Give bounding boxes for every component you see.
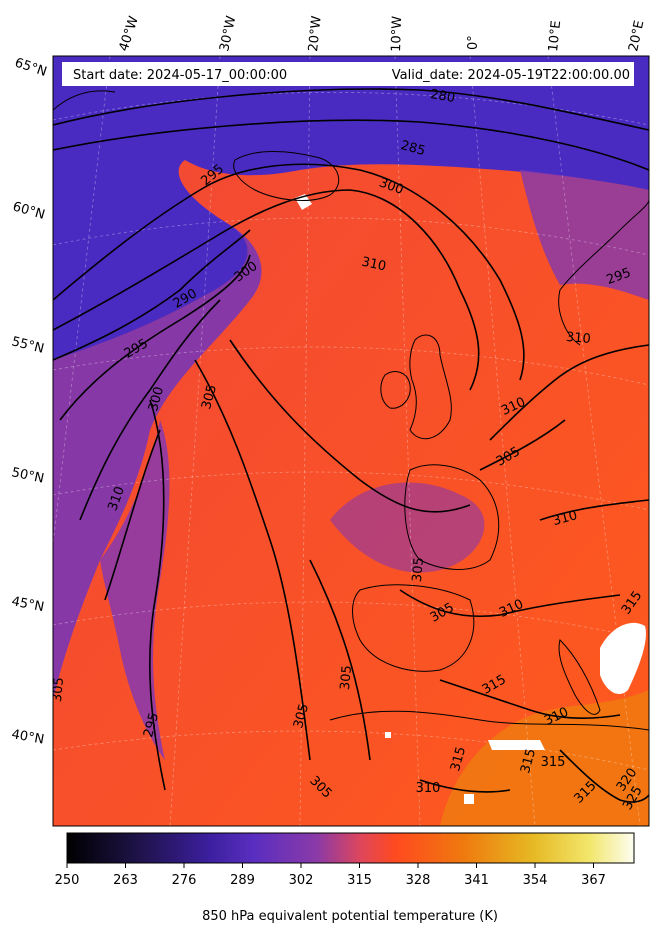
coast-iberia bbox=[352, 584, 475, 672]
contour-label: 285 bbox=[399, 138, 427, 159]
cool-region-northeast bbox=[520, 170, 649, 300]
colorbar-tick-label: 328 bbox=[406, 873, 431, 888]
nodata-alps bbox=[600, 622, 646, 695]
nodata-atlas bbox=[488, 740, 545, 750]
contour-label: 310 bbox=[551, 508, 579, 529]
lat-label-45n: 45°N bbox=[10, 594, 45, 615]
start-date-label: Start date: 2024-05-17_00:00:00 bbox=[73, 68, 287, 83]
lat-label-65n: 65°N bbox=[13, 56, 49, 80]
cool-tongue-biscay bbox=[330, 482, 485, 573]
colorbar-tick-label: 250 bbox=[55, 873, 80, 888]
cool-air-band bbox=[53, 225, 262, 700]
lat-label-60n: 60°N bbox=[11, 199, 47, 222]
contour-label: 280 bbox=[429, 87, 456, 106]
coastlines bbox=[53, 90, 649, 731]
contour-label: 305 bbox=[291, 702, 312, 730]
lat-label-50n: 50°N bbox=[10, 465, 45, 486]
colorbar-ticks: 250 263 276 289 302 315 328 341 354 367 bbox=[55, 863, 606, 888]
lon-label-10w: 10°W bbox=[389, 16, 405, 53]
lat-label-40n: 40°N bbox=[10, 727, 45, 747]
contour-label: 310 bbox=[416, 781, 441, 796]
longitude-labels: 40°W 30°W 20°W 10°W 0° 10°E 20°E bbox=[117, 14, 648, 53]
nodata-small-2 bbox=[385, 732, 391, 738]
lon-label-10e: 10°E bbox=[546, 20, 564, 53]
coast-greenland bbox=[53, 90, 116, 111]
contour-label: 305 bbox=[50, 677, 67, 703]
colorbar bbox=[66, 832, 635, 864]
lon-label-20e: 20°E bbox=[626, 19, 647, 53]
contour-label: 310 bbox=[360, 255, 387, 275]
valid-date-label: Valid_date: 2024-05-19T22:00:00.00 bbox=[392, 68, 630, 83]
coast-africa bbox=[329, 710, 649, 731]
lon-label-0: 0° bbox=[466, 35, 481, 50]
contour-label: 315 bbox=[518, 747, 539, 775]
nodata-small-1 bbox=[464, 794, 474, 804]
contour-label: 315 bbox=[448, 745, 469, 773]
contour-label: 305 bbox=[410, 557, 427, 583]
contour-label: 310 bbox=[565, 330, 591, 347]
colorbar-tick-label: 289 bbox=[230, 873, 255, 888]
contour-label: 295 bbox=[141, 711, 162, 739]
colorbar-tick-label: 367 bbox=[581, 873, 606, 888]
coast-iceland bbox=[233, 151, 340, 201]
lat-label-55n: 55°N bbox=[10, 334, 45, 356]
colorbar-tick-label: 354 bbox=[523, 873, 548, 888]
lon-label-40w: 40°W bbox=[117, 14, 142, 53]
colorbar-tick-label: 315 bbox=[347, 873, 372, 888]
cool-tongue-south bbox=[100, 420, 170, 760]
contour-label: 305 bbox=[199, 383, 220, 411]
coast-france bbox=[404, 464, 500, 570]
coast-italy bbox=[558, 639, 601, 715]
header-box bbox=[62, 62, 634, 86]
lon-label-30w: 30°W bbox=[217, 14, 239, 52]
isentropes bbox=[53, 88, 649, 803]
latitude-labels: 65°N 60°N 55°N 50°N 45°N 40°N bbox=[10, 56, 49, 748]
colorbar-label: 850 hPa equivalent potential temperature… bbox=[202, 909, 498, 924]
colorbar-tick-label: 263 bbox=[113, 873, 138, 888]
map-frame bbox=[52, 55, 650, 827]
coast-scandinavia bbox=[558, 199, 649, 346]
colorbar-tick-label: 276 bbox=[172, 873, 197, 888]
contour-label: 305 bbox=[338, 665, 355, 691]
lon-label-20w: 20°W bbox=[306, 15, 325, 52]
colorbar-tick-label: 302 bbox=[289, 873, 314, 888]
coast-ireland bbox=[380, 371, 411, 409]
contour-label: 315 bbox=[541, 755, 566, 770]
contour-label: 300 bbox=[146, 385, 167, 413]
colorbar-tick-label: 341 bbox=[464, 873, 489, 888]
coast-britain bbox=[409, 334, 452, 440]
